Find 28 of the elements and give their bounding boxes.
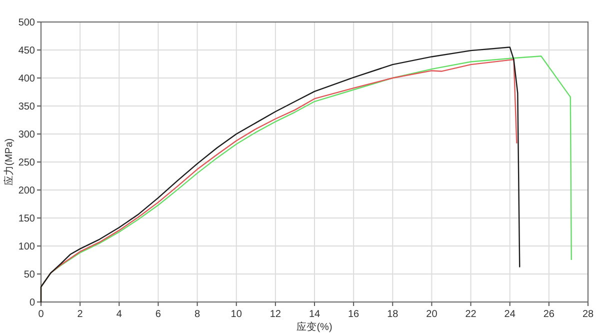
y-tick-label: 400: [18, 74, 36, 84]
y-tick-label: 100: [18, 242, 36, 252]
x-tick-label: 24: [504, 309, 516, 320]
x-tick-label: 28: [582, 309, 594, 320]
y-tick-label: 300: [18, 130, 36, 140]
x-tick-label: 16: [348, 309, 360, 320]
x-tick-label: 14: [308, 309, 320, 320]
x-tick-label: 18: [387, 309, 399, 320]
x-tick-label: 6: [155, 309, 162, 320]
x-tick-label: 8: [194, 309, 201, 320]
y-axis-title: 应力(MPa): [3, 138, 15, 186]
y-tick-label: 450: [18, 46, 36, 56]
y-tick-label: 500: [18, 18, 36, 28]
y-tick-label: 350: [18, 102, 36, 112]
y-tick-label: 200: [18, 186, 36, 196]
y-tick-label: 150: [18, 214, 36, 224]
y-tick-label: 50: [24, 270, 36, 280]
x-tick-label: 2: [77, 309, 84, 320]
x-tick-label: 10: [230, 309, 242, 320]
x-tick-label: 26: [543, 309, 555, 320]
x-tick-label: 22: [465, 309, 477, 320]
y-tick-label: 0: [29, 298, 36, 308]
x-tick-label: 0: [38, 309, 44, 320]
x-axis-title: 应变(%): [296, 321, 332, 333]
x-tick-label: 4: [116, 309, 122, 320]
x-tick-label: 12: [270, 309, 282, 320]
y-tick-label: 250: [18, 158, 36, 168]
x-tick-label: 20: [426, 309, 438, 320]
